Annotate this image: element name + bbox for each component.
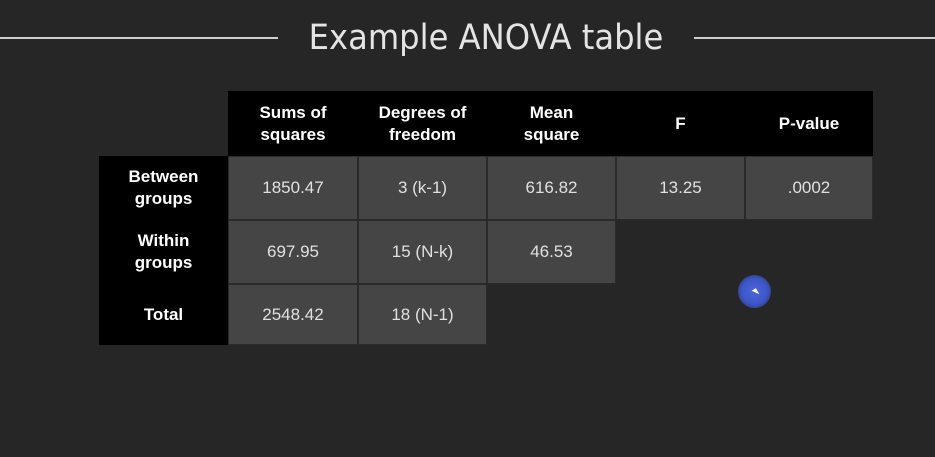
pointer-highlight-icon [738,275,771,308]
col-header-p-value: P-value [745,91,873,156]
table-cell: 46.53 [487,220,616,284]
table-cell: 697.95 [228,220,358,284]
col-header-f: F [616,91,745,156]
title-rule-right [694,37,935,39]
table-cell: 3 (k-1) [358,156,487,220]
table-cell: .0002 [745,156,873,220]
table-cell: 13.25 [616,156,745,220]
col-header-mean-square: Mean square [487,91,616,156]
table-cell: 1850.47 [228,156,358,220]
row-header-between-groups: Between groups [99,156,228,220]
row-header-within-groups: Within groups [99,220,228,284]
page-title: Example ANOVA table [308,18,664,58]
table-cell: 18 (N-1) [358,284,487,345]
row-header-total: Total [99,284,228,345]
title-rule-left [0,37,278,39]
table-cell: 15 (N-k) [358,220,487,284]
table-cell: 2548.42 [228,284,358,345]
table-cell: 616.82 [487,156,616,220]
col-header-degrees-of-freedom: Degrees of freedom [358,91,487,156]
col-header-sums-of-squares: Sums of squares [228,91,358,156]
